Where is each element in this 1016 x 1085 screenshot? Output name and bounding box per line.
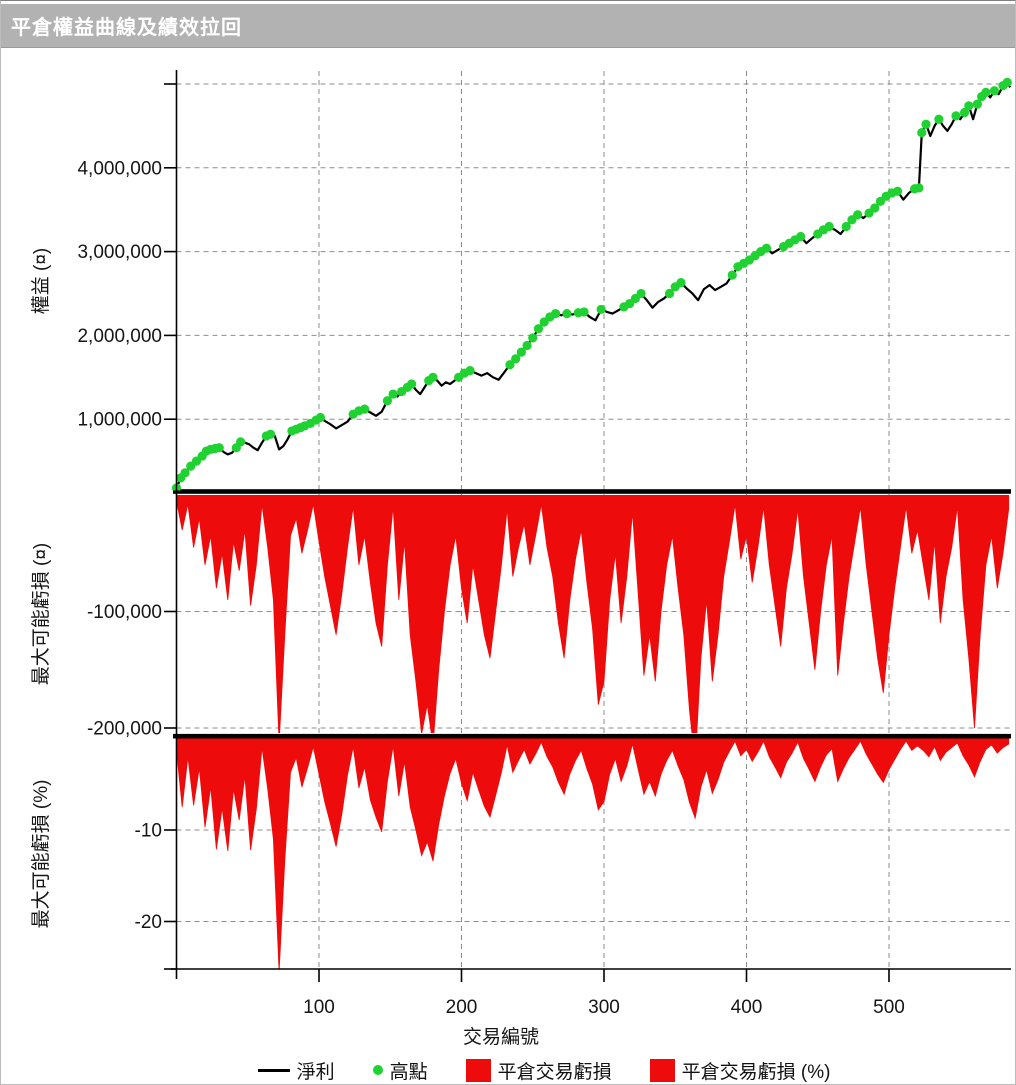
net-profit-line-swatch xyxy=(257,1068,290,1072)
gridlines xyxy=(176,71,1011,969)
legend-label-drawdown-currency: 平倉交易虧損 xyxy=(497,1061,612,1083)
drawdown-percent-zero-line xyxy=(173,733,1011,739)
drawdown-currency-axis-label: 最大可能虧損 (¤) xyxy=(30,543,52,686)
svg-text:400: 400 xyxy=(731,997,763,1018)
svg-text:1,000,000: 1,000,000 xyxy=(77,410,162,431)
drawdown-currency-swatch xyxy=(465,1058,491,1082)
legend-label-net-profit: 淨利 xyxy=(296,1061,335,1083)
legend-item-drawdown-currency: 平倉交易虧損 xyxy=(465,1057,612,1084)
svg-text:300: 300 xyxy=(588,997,620,1018)
legend-item-drawdown-percent: 平倉交易虧損 (%) xyxy=(649,1057,831,1084)
page-title: 平倉權益曲線及績效拉回 xyxy=(11,17,242,39)
legend-item-net-profit: 淨利 xyxy=(257,1057,335,1084)
svg-text:-100,000: -100,000 xyxy=(87,602,162,623)
drawdown-percent-area xyxy=(176,738,1010,969)
high-point-dot-swatch xyxy=(372,1065,383,1075)
svg-text:-200,000: -200,000 xyxy=(87,719,162,740)
svg-text:200: 200 xyxy=(446,997,478,1018)
panel-title-bar: 平倉權益曲線及績效拉回 xyxy=(1,4,1015,48)
svg-text:3,000,000: 3,000,000 xyxy=(77,242,162,263)
svg-text:100: 100 xyxy=(303,997,335,1018)
drawdown-currency-zero-line xyxy=(173,489,1011,494)
drawdown-percent-swatch xyxy=(649,1058,675,1082)
svg-text:4,000,000: 4,000,000 xyxy=(77,158,162,179)
legend: 淨利 高點 平倉交易虧損 平倉交易虧損 (%) xyxy=(1,1054,1015,1084)
high-point-markers xyxy=(171,77,1012,491)
tick-labels: 1,000,000 2,000,000 3,000,000 4,000,000 -100… xyxy=(77,158,904,1018)
drawdown-currency-area xyxy=(176,495,1010,733)
legend-label-drawdown-percent: 平倉交易虧損 (%) xyxy=(681,1061,831,1083)
axis-titles: 權益 (¤) 最大可能虧損 (¤) 最大可能虧損 (%) 交易編號 xyxy=(30,248,539,1048)
performance-chart: 1,000,000 2,000,000 3,000,000 4,000,000 -100… xyxy=(30,70,1012,1048)
svg-text:500: 500 xyxy=(873,997,905,1018)
svg-text:-10: -10 xyxy=(135,821,162,842)
svg-text:-20: -20 xyxy=(135,912,162,933)
drawdown-percent-axis-label: 最大可能虧損 (%) xyxy=(30,780,52,929)
chart-area: 1,000,000 2,000,000 3,000,000 4,000,000 -100… xyxy=(1,48,1015,1054)
svg-text:2,000,000: 2,000,000 xyxy=(77,326,162,347)
axes xyxy=(164,70,1011,982)
x-axis-label: 交易編號 xyxy=(463,1026,539,1048)
equity-axis-label: 權益 (¤) xyxy=(30,248,52,315)
legend-label-high-point: 高點 xyxy=(389,1061,428,1083)
legend-item-high-point: 高點 xyxy=(372,1057,428,1084)
